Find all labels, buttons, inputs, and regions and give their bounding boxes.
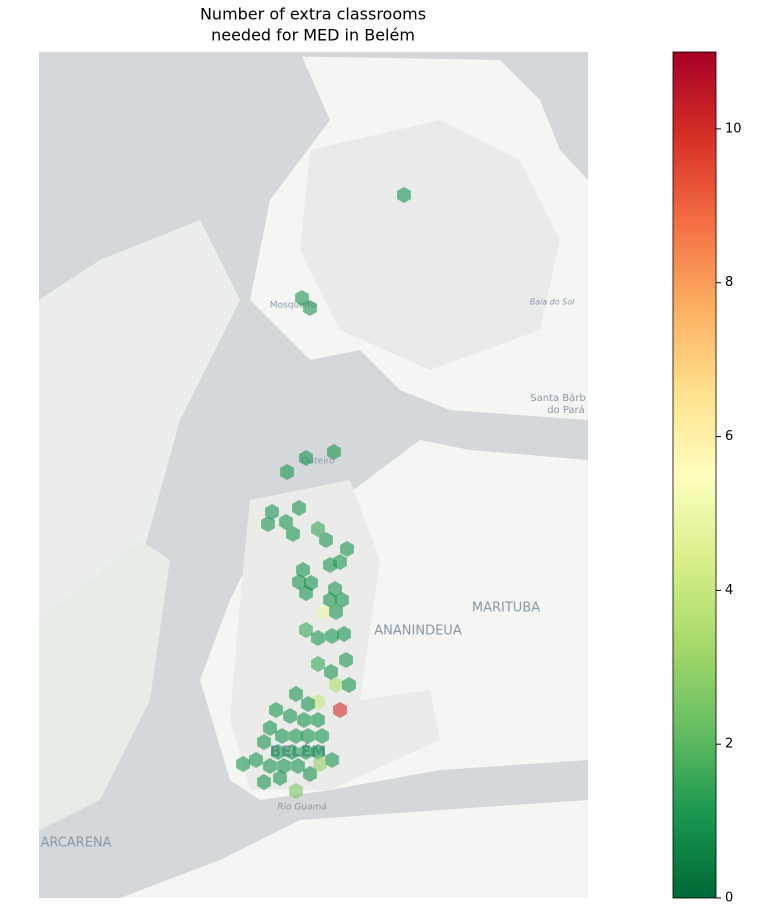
vegetation xyxy=(39,540,170,830)
hexbin xyxy=(273,770,287,786)
place-label: do Pará xyxy=(547,404,585,416)
island xyxy=(300,120,560,370)
hexbin xyxy=(313,756,327,772)
hexbin xyxy=(303,766,317,782)
colorbar-ticks: 0 2 4 6 8 10 xyxy=(716,121,742,906)
hexbin xyxy=(319,532,333,548)
hexbin xyxy=(261,516,275,532)
hexbin xyxy=(299,450,313,466)
hexbin xyxy=(263,720,277,736)
hexbin xyxy=(317,604,331,620)
hexbin xyxy=(249,752,263,768)
hexbin xyxy=(303,300,317,316)
hexbin xyxy=(311,630,325,646)
hexbin xyxy=(311,712,325,728)
hexbin xyxy=(263,758,277,774)
hexbin xyxy=(342,677,356,693)
hexbin xyxy=(325,752,339,768)
hexbin xyxy=(311,656,325,672)
hexbin xyxy=(289,686,303,702)
colorbar-tick-label: 4 xyxy=(725,583,733,598)
hexbin xyxy=(236,756,250,772)
colorbar-tick-label: 10 xyxy=(725,121,742,136)
hexbin-layer xyxy=(236,187,411,799)
basemap: Mosqueiro Outeiro Baía do Sol Santa Bárb… xyxy=(39,52,588,898)
place-label: Santa Bárb xyxy=(530,392,586,404)
hexbin xyxy=(277,758,291,774)
hexbin xyxy=(327,444,341,460)
hexbin xyxy=(269,702,283,718)
hexbin xyxy=(325,628,339,644)
hexbin xyxy=(275,728,289,744)
hexbin xyxy=(292,500,306,516)
hexbin xyxy=(257,734,271,750)
place-label: Mosqueiro xyxy=(270,301,317,311)
hexbin xyxy=(265,504,279,520)
hexbin xyxy=(299,585,313,601)
title: Number of extra classrooms xyxy=(200,5,426,24)
water-label: Rio Guamá xyxy=(277,803,327,813)
hexbin xyxy=(337,626,351,642)
hexbin xyxy=(301,696,315,712)
hexbin xyxy=(286,526,300,542)
hexbin xyxy=(257,774,271,790)
place-label: ANANINDEUA xyxy=(374,624,462,639)
hexbin xyxy=(271,744,285,760)
water xyxy=(39,52,588,180)
colorbar-tick-label: 6 xyxy=(725,429,733,444)
hexbin xyxy=(311,521,325,537)
hexbin xyxy=(291,758,305,774)
hexbin xyxy=(299,744,313,760)
place-label: Outeiro xyxy=(301,457,335,467)
hexbin xyxy=(301,728,315,744)
hexbin xyxy=(295,290,309,306)
place-label: ARCARENA xyxy=(40,836,111,851)
colorbar xyxy=(672,51,717,899)
hexbin xyxy=(299,622,313,638)
hexbin xyxy=(329,677,343,693)
hexbin xyxy=(280,464,294,480)
hexbin xyxy=(311,744,325,760)
hexbin xyxy=(323,592,337,608)
hexbin xyxy=(339,652,353,668)
hexbin xyxy=(340,541,354,557)
water-label: Baía do Sol xyxy=(530,298,576,307)
place-label: MARITUBA xyxy=(472,601,540,616)
hexbin xyxy=(289,728,303,744)
hexbin xyxy=(279,514,293,530)
title: needed for MED in Belém xyxy=(211,26,415,45)
hexbin xyxy=(296,562,310,578)
hexbin xyxy=(397,187,411,203)
hexbin xyxy=(292,574,306,590)
hexbin xyxy=(333,702,347,718)
hexbin xyxy=(329,604,343,620)
colorbar-tick-label: 0 xyxy=(725,891,733,906)
hexbin xyxy=(297,712,311,728)
hexbin xyxy=(289,783,303,799)
hexbin xyxy=(285,744,299,760)
hexbin xyxy=(335,592,349,608)
colorbar-tick-label: 2 xyxy=(725,737,733,752)
colorbar-tick-label: 8 xyxy=(725,275,733,290)
hexbin xyxy=(323,557,337,573)
hexbin xyxy=(283,708,297,724)
hexbin xyxy=(315,728,329,744)
hexbin xyxy=(324,664,338,680)
